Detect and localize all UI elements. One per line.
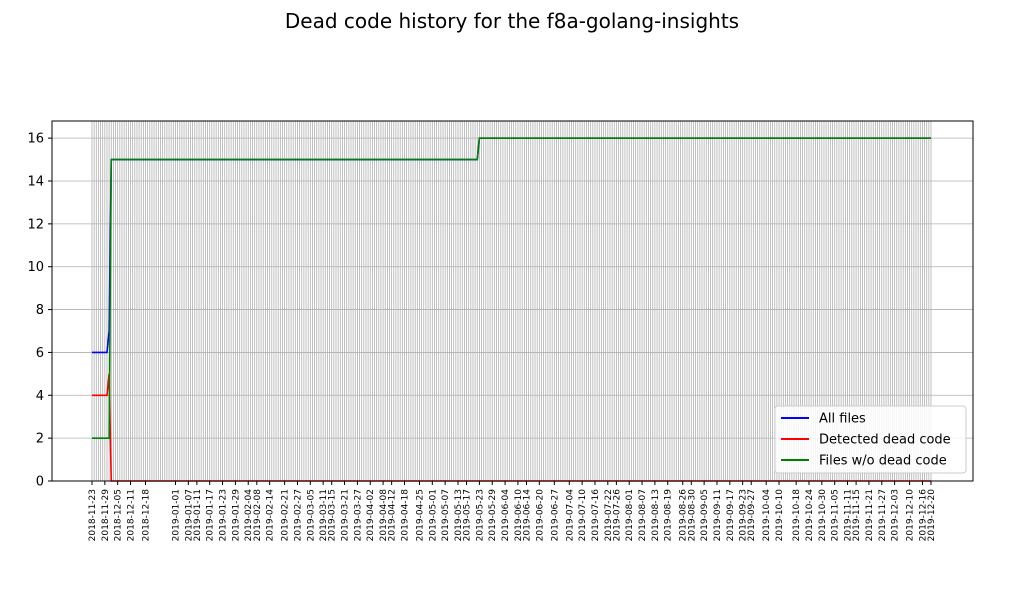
x-tick-label: 2019-09-27 <box>747 489 757 541</box>
x-tick-label: 2019-06-04 <box>501 489 511 542</box>
x-tick-label: 2019-10-24 <box>805 489 815 542</box>
x-tick-label: 2019-11-11 <box>844 489 854 541</box>
x-tick-label: 2019-08-30 <box>687 489 697 542</box>
legend-label: Detected dead code <box>819 433 951 448</box>
x-tick-label: 2019-05-07 <box>441 489 451 541</box>
x-tick-label: 2019-11-21 <box>865 489 875 541</box>
y-tick-label: 6 <box>36 346 44 361</box>
x-tick-label: 2019-10-10 <box>775 489 785 542</box>
legend-box <box>774 405 967 474</box>
x-tick-label: 2019-01-11 <box>193 489 203 541</box>
y-axis: 0 2 4 6 8 10 12 14 16 <box>27 132 52 490</box>
x-tick-label: 2019-02-27 <box>293 489 303 541</box>
x-tick-label: 2018-11-29 <box>101 489 111 542</box>
x-tick-label: 2019-10-30 <box>818 489 828 542</box>
y-tick-label: 10 <box>27 260 44 275</box>
x-tick-label: 2018-12-18 <box>142 489 152 542</box>
x-tick-label: 2019-01-07 <box>184 489 194 541</box>
x-tick-label: 2019-05-01 <box>428 489 438 541</box>
y-tick-label: 2 <box>36 432 44 447</box>
y-tick-label: 14 <box>27 175 44 190</box>
x-tick-label: 2019-08-01 <box>625 489 635 541</box>
x-tick-label: 2019-05-13 <box>454 489 464 541</box>
x-tick-label: 2019-07-16 <box>591 489 601 542</box>
x-tick-label: 2019-07-10 <box>578 489 588 542</box>
x-tick-label: 2019-06-14 <box>522 489 532 542</box>
y-tick-label: 12 <box>27 217 44 232</box>
x-tick-label: 2019-06-27 <box>550 489 560 541</box>
x-tick-label: 2019-08-07 <box>638 489 648 541</box>
x-tick-label: 2019-03-27 <box>353 489 363 541</box>
x-tick-label: 2019-06-20 <box>535 489 545 542</box>
x-tick-label: 2019-11-05 <box>831 489 841 541</box>
x-tick-label: 2019-04-08 <box>379 489 389 542</box>
x-tick-label: 2019-10-18 <box>792 489 802 542</box>
x-tick-label: 2019-04-02 <box>366 489 376 541</box>
x-tick-label: 2019-09-17 <box>726 489 736 541</box>
grid-lines <box>52 121 973 482</box>
x-tick-label: 2019-04-25 <box>415 489 425 541</box>
x-tick-label: 2019-08-13 <box>651 489 661 541</box>
legend-label: All files <box>819 412 866 427</box>
y-tick-label: 16 <box>27 132 44 147</box>
legend-label: Files w/o dead code <box>819 454 947 469</box>
x-tick-label: 2019-07-04 <box>565 489 575 542</box>
x-tick-label: 2019-03-21 <box>341 489 351 541</box>
x-tick-label: 2019-12-10 <box>906 489 916 542</box>
x-tick-label: 2019-12-16 <box>918 489 928 542</box>
x-tick-label: 2019-02-21 <box>281 489 291 541</box>
x-tick-label: 2019-10-04 <box>762 489 772 542</box>
x-axis: 2018-11-23 2018-11-29 2018-12-05 2018-12-11… <box>88 481 937 541</box>
x-tick-label: 2019-05-23 <box>475 489 485 541</box>
x-tick-label: 2019-06-10 <box>514 489 524 542</box>
x-tick-label: 2019-03-05 <box>306 489 316 541</box>
x-tick-label: 2019-02-14 <box>266 489 276 542</box>
x-tick-label: 2019-09-05 <box>700 489 710 541</box>
x-tick-label: 2019-04-12 <box>388 489 398 541</box>
x-tick-label: 2019-02-04 <box>244 489 254 542</box>
x-tick-label: 2019-05-17 <box>463 489 473 541</box>
x-tick-label: 2019-03-15 <box>328 489 338 541</box>
x-tick-label: 2018-12-11 <box>127 489 137 541</box>
x-tick-label: 2019-08-19 <box>664 489 674 542</box>
x-tick-label: 2019-01-23 <box>219 489 229 541</box>
x-tick-label: 2019-11-27 <box>878 489 888 541</box>
x-tick-label: 2019-02-08 <box>253 489 263 542</box>
x-tick-label: 2019-12-20 <box>927 489 937 542</box>
x-tick-label: 2019-07-26 <box>612 489 622 542</box>
y-tick-label: 4 <box>36 389 44 404</box>
x-tick-label: 2019-09-11 <box>713 489 723 541</box>
series-line <box>92 137 931 439</box>
x-tick-label: 2018-11-23 <box>88 489 98 541</box>
x-tick-label: 2019-12-03 <box>891 489 901 541</box>
x-tick-label: 2019-03-11 <box>319 489 329 541</box>
y-tick-label: 0 <box>36 475 44 490</box>
x-tick-label: 2019-11-15 <box>852 489 862 541</box>
chart-title: Dead code history for the f8a-golang-ins… <box>285 9 739 33</box>
x-tick-label: 2019-05-29 <box>488 489 498 542</box>
x-tick-label: 2019-04-18 <box>400 489 410 542</box>
x-tick-label: 2019-07-22 <box>604 489 614 541</box>
y-tick-label: 8 <box>36 303 44 318</box>
x-tick-label: 2019-01-29 <box>231 489 241 542</box>
plot-frame <box>51 120 974 482</box>
x-tick-label: 2019-01-17 <box>206 489 216 541</box>
x-tick-label: 2019-08-26 <box>679 489 689 542</box>
legend: All files Detected dead code Files w/o dea… <box>774 405 967 474</box>
x-tick-label: 2018-12-05 <box>114 489 124 541</box>
x-tick-label: 2019-09-23 <box>739 489 749 541</box>
x-tick-label: 2019-01-01 <box>171 489 181 541</box>
